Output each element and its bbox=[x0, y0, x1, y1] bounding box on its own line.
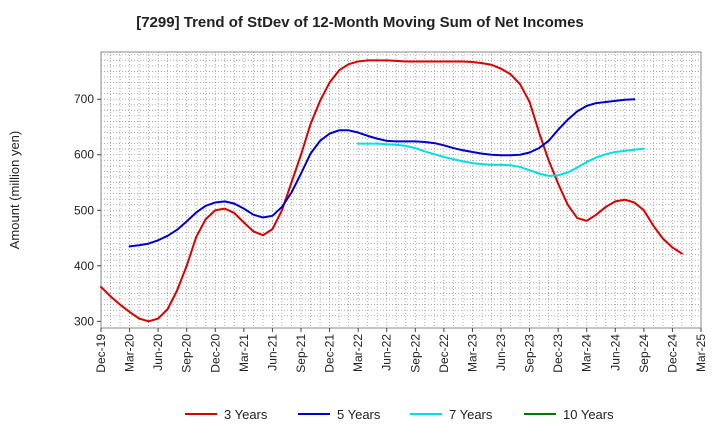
x-tick-label: Mar-22 bbox=[351, 334, 365, 372]
legend-label-3-years: 3 Years bbox=[224, 407, 268, 422]
y-tick-label: 600 bbox=[74, 148, 94, 162]
chart-title: [7299] Trend of StDev of 12-Month Moving… bbox=[136, 14, 584, 31]
x-tick-label: Sep-24 bbox=[637, 334, 651, 373]
legend-label-5-years: 5 Years bbox=[337, 407, 381, 422]
x-tick-label: Jun-22 bbox=[380, 334, 394, 371]
legend-label-10-years: 10 Years bbox=[563, 407, 614, 422]
x-tick-label: Sep-21 bbox=[294, 334, 308, 373]
x-tick-label: Dec-21 bbox=[323, 334, 337, 373]
x-tick-label: Mar-21 bbox=[237, 334, 251, 372]
x-tick-label: Jun-24 bbox=[608, 334, 622, 371]
series-lines bbox=[100, 59, 683, 323]
legend: 3 Years 5 Years 7 Years 10 Years bbox=[185, 407, 614, 422]
y-axis-ticks: 300 400 500 600 700 bbox=[74, 92, 101, 328]
legend-label-7-years: 7 Years bbox=[449, 407, 493, 422]
x-tick-label: Sep-20 bbox=[180, 334, 194, 373]
x-tick-label: Mar-24 bbox=[580, 334, 594, 372]
x-tick-label: Sep-22 bbox=[408, 334, 422, 373]
x-tick-label: Mar-23 bbox=[465, 334, 479, 372]
x-tick-label: Jun-20 bbox=[151, 334, 165, 371]
y-tick-label: 400 bbox=[74, 259, 94, 273]
plot-area bbox=[100, 51, 702, 329]
y-tick-label: 300 bbox=[74, 314, 94, 328]
x-tick-label: Jun-21 bbox=[265, 334, 279, 371]
series-line-3-years bbox=[100, 59, 683, 323]
y-axis-label: Amount (million yen) bbox=[7, 131, 22, 250]
x-tick-label: Dec-22 bbox=[437, 334, 451, 373]
x-tick-label: Dec-24 bbox=[665, 334, 679, 373]
x-tick-label: Sep-23 bbox=[523, 334, 537, 373]
y-tick-label: 700 bbox=[74, 92, 94, 106]
series-line-5-years bbox=[128, 98, 636, 248]
y-tick-label: 500 bbox=[74, 203, 94, 217]
x-axis-ticks: Dec-19 Mar-20 Jun-20 Sep-20 Dec-20 Mar-21 Jun-… bbox=[94, 328, 708, 373]
x-tick-label: Dec-20 bbox=[208, 334, 222, 373]
x-tick-label: Jun-23 bbox=[494, 334, 508, 371]
x-tick-label: Dec-23 bbox=[551, 334, 565, 373]
x-tick-label: Mar-20 bbox=[123, 334, 137, 372]
x-tick-label: Dec-19 bbox=[94, 334, 108, 373]
series-line-7-years bbox=[357, 142, 645, 177]
x-tick-label: Mar-25 bbox=[694, 334, 708, 372]
